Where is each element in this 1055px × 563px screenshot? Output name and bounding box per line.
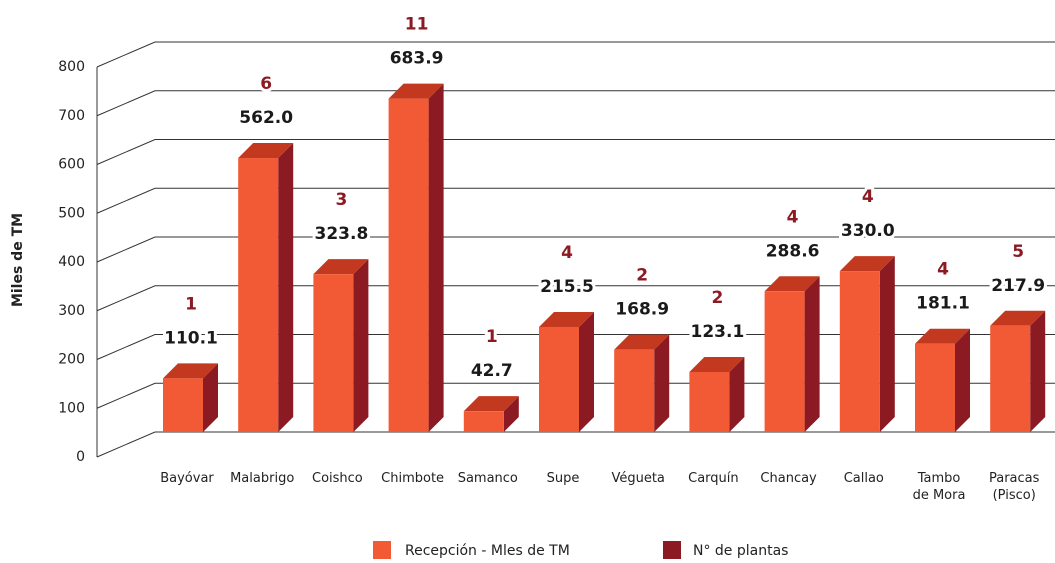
bar-top: [388, 83, 444, 99]
grid-line: [96, 285, 1055, 312]
x-tick-label: Samanco: [457, 471, 518, 486]
value-label: 181.1: [916, 294, 970, 314]
bar-side: [955, 328, 970, 432]
bar: [539, 326, 579, 432]
bar-top: [915, 328, 970, 344]
bar-top: [463, 396, 519, 412]
bar-top: [689, 356, 745, 372]
bar-side: [1030, 310, 1046, 432]
bar: [614, 349, 655, 432]
plant-count-label: 4: [787, 207, 799, 227]
value-label: 217.9: [991, 276, 1045, 296]
bar: [839, 271, 880, 432]
value-label: 323.8: [315, 224, 369, 244]
y-tick-label: 800: [58, 59, 85, 75]
grid-line: [96, 187, 1055, 214]
x-tick-label: Bayóvar: [160, 471, 214, 486]
bar-side: [729, 356, 745, 432]
bar-side: [804, 276, 820, 432]
bar: [463, 411, 504, 432]
plant-count-label: 1: [486, 327, 498, 347]
bar-side: [579, 311, 594, 432]
value-label: 562.0: [239, 108, 293, 128]
legend-swatch: [373, 541, 391, 559]
bar: [163, 378, 203, 432]
bar: [689, 371, 730, 432]
value-label: 168.9: [615, 300, 669, 320]
legend-label: N° de plantas: [693, 543, 788, 559]
y-tick-label: 100: [58, 400, 85, 416]
bar-side: [203, 363, 218, 432]
bar: [915, 343, 955, 432]
bar-top: [614, 334, 670, 350]
y-tick-label: 400: [58, 254, 85, 270]
value-label: 683.9: [390, 49, 444, 69]
bar: [313, 274, 354, 432]
bar-top: [990, 310, 1046, 326]
y-tick-label: 500: [58, 205, 85, 221]
bar: [388, 98, 429, 432]
x-tick-label: Chancay: [760, 471, 817, 486]
plant-count-label: 4: [862, 187, 874, 207]
value-label: 215.5: [540, 277, 594, 297]
y-tick-label: 600: [58, 157, 85, 173]
x-tick-label: Végueta: [611, 471, 665, 486]
plant-count-label: 2: [711, 288, 723, 308]
bar-side: [278, 143, 294, 432]
bar-top: [313, 259, 369, 275]
bar-top: [163, 363, 218, 379]
grid-line: [96, 236, 1055, 263]
plant-count-label: 3: [335, 190, 347, 210]
value-label: 42.7: [471, 361, 513, 381]
plant-count-label: 5: [1012, 242, 1024, 262]
grid-line: [96, 334, 1055, 360]
x-tick-label: Chimbote: [381, 471, 445, 486]
bar-top: [539, 311, 594, 327]
y-tick-label: 700: [58, 108, 85, 124]
plant-count-label: 1: [185, 294, 197, 314]
grid-line: [96, 431, 1055, 458]
value-label: 110.1: [164, 328, 218, 348]
value-label: 123.1: [691, 322, 745, 342]
plant-count-label: 4: [937, 260, 949, 280]
bar-side: [428, 83, 444, 432]
grid-line: [96, 382, 1055, 409]
bar-side: [879, 256, 895, 432]
bar-top: [238, 143, 294, 159]
grid-line: [96, 139, 1055, 165]
plant-count-label: 6: [260, 74, 272, 94]
x-tick-label: Carquín: [688, 471, 739, 486]
value-label: 330.0: [841, 221, 895, 241]
bar-side: [353, 259, 369, 432]
y-tick-label: 200: [58, 352, 85, 368]
bar: [764, 291, 805, 432]
legend-label: Recepción - Mles de TM: [405, 543, 570, 559]
bar-top: [839, 256, 895, 272]
plant-count-label: 4: [561, 243, 573, 263]
x-tick-label: Malabrigo: [230, 471, 295, 486]
x-tick-label: Coishco: [312, 471, 363, 486]
value-label: 288.6: [766, 241, 820, 261]
grid-line: [96, 41, 1055, 68]
y-axis-label: Miles de TM: [10, 213, 26, 307]
x-tick-label: Supe: [546, 471, 580, 486]
grid-line: [96, 90, 1055, 117]
plant-count-label: 11: [405, 15, 429, 35]
bar-top: [764, 276, 820, 292]
bar: [990, 325, 1031, 432]
x-tick-label: Paracas (Pisco): [988, 471, 1040, 503]
legend-swatch: [663, 541, 681, 559]
x-tick-label: Callao: [843, 471, 884, 486]
plant-count-label: 2: [636, 266, 648, 286]
bar-side: [503, 396, 519, 432]
y-tick-label: 300: [58, 303, 85, 319]
bar: [238, 158, 279, 432]
y-tick-label: 0: [76, 449, 85, 465]
bar-side: [654, 334, 670, 432]
x-tick-label: Tambo de Mora: [912, 471, 966, 503]
